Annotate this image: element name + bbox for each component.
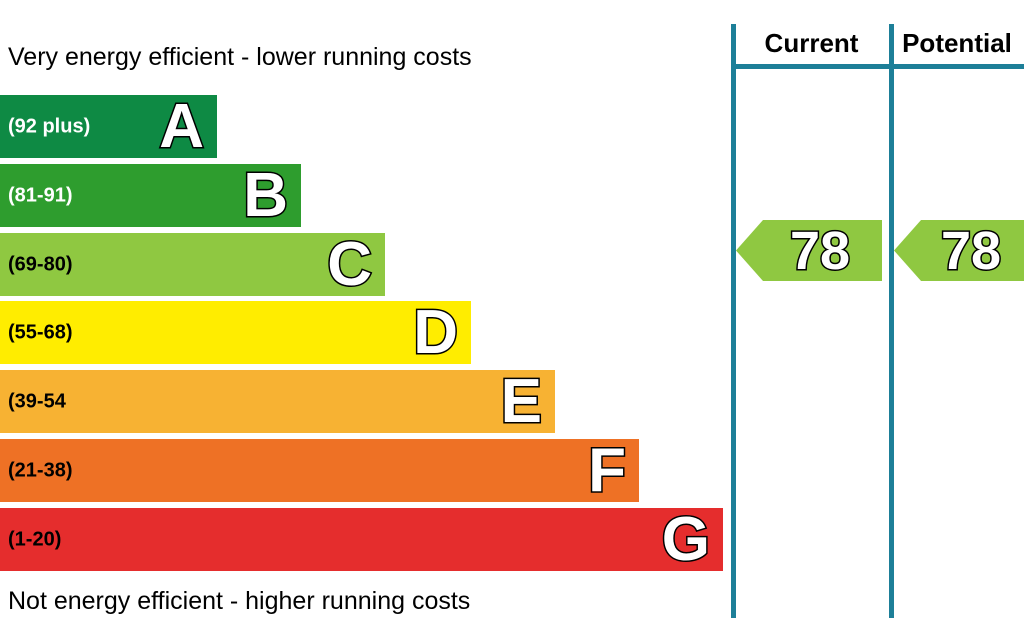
- band-letter: D: [412, 297, 460, 367]
- band-range-label: (92 plus): [8, 115, 91, 137]
- band-letter: B: [242, 160, 290, 230]
- band-range-label: (39-54: [8, 390, 66, 412]
- band-range-label: (55-68): [8, 321, 73, 343]
- rating-band: (69-80) C: [0, 229, 385, 299]
- rating-band: (92 plus) A: [0, 91, 217, 161]
- rating-band: (39-54 E: [0, 366, 555, 436]
- potential-rating-arrow: 78: [894, 220, 1024, 281]
- rating-band: (81-91) B: [0, 160, 301, 230]
- bottom-caption: Not energy efficient - higher running co…: [8, 587, 471, 615]
- band-range-label: (1-20): [8, 528, 62, 550]
- rating-band: (21-38) F: [0, 435, 639, 505]
- rating-band: (55-68) D: [0, 297, 471, 367]
- band-letter: F: [587, 435, 628, 505]
- current-rating-arrow: 78: [736, 220, 882, 281]
- rating-band: (1-20) G: [0, 504, 723, 574]
- band-letter: G: [660, 504, 711, 574]
- table-divider-right: [889, 24, 894, 618]
- potential-column-header: Potential: [902, 28, 1012, 58]
- band-range-label: (81-91): [8, 184, 73, 206]
- potential-rating-value: 78: [939, 220, 1002, 281]
- current-rating-value: 78: [788, 220, 851, 281]
- band-range-label: (69-80): [8, 253, 73, 275]
- band-letter: E: [499, 366, 543, 436]
- top-caption: Very energy efficient - lower running co…: [8, 43, 472, 71]
- current-column-header: Current: [764, 28, 859, 58]
- band-range-label: (21-38): [8, 459, 73, 481]
- table-header-underline: [731, 64, 1024, 69]
- band-letter: C: [326, 229, 374, 299]
- table-divider-left: [731, 24, 736, 618]
- band-letter: A: [158, 91, 206, 161]
